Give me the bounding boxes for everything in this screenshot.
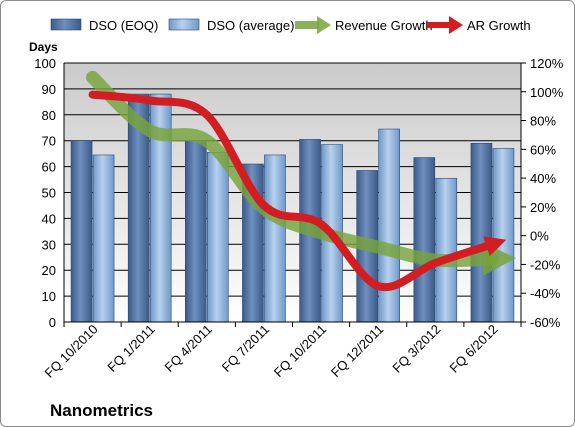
line-ar-growth (88, 90, 507, 292)
y2-tick-label: 0% (530, 229, 549, 244)
y-tick-label: 0 (49, 315, 56, 330)
legend-arrow-ar-growth (449, 16, 463, 34)
bar-dso-eoq- (413, 157, 436, 323)
x-tick-label: FQ 10/2010 (42, 322, 101, 381)
bar-dso-average- (207, 152, 229, 323)
x-tick-label: FQ 10/2011 (271, 322, 329, 380)
legend-label-dso-average-: DSO (average) (207, 18, 294, 33)
legend: DSO (EOQ) DSO (average) Revenue Growth AR G… (50, 16, 531, 34)
growth-lines (86, 70, 517, 292)
y-tick-label: 60 (42, 160, 56, 175)
y2-tick-label: -60% (530, 315, 561, 330)
x-tick-label: FQ 6/2012 (447, 322, 501, 376)
company-name: Nanometrics (50, 401, 153, 420)
bar-dso-eoq- (70, 140, 93, 323)
x-tick-label: FQ 4/2011 (162, 322, 215, 375)
legend-label-revenue-growth: Revenue Growth (335, 18, 433, 33)
bar-dso-average- (264, 154, 286, 323)
legend-arrow-revenue-growth (317, 16, 331, 34)
y2-tick-label: 80% (530, 114, 556, 129)
y2-tick-label: 120% (530, 56, 564, 71)
y2-tick-label: -40% (530, 286, 561, 301)
legend-label-dso-eoq-: DSO (EOQ) (89, 18, 158, 33)
y-tick-label: 90 (42, 82, 56, 97)
y-tick-label: 70 (42, 134, 56, 149)
bar-dso-average- (492, 148, 515, 323)
y2-tick-label: 40% (530, 171, 556, 186)
bar-dso-average- (435, 177, 458, 323)
y-tick-label: 30 (42, 237, 56, 252)
x-tick-label: FQ 1/2011 (104, 322, 157, 375)
bar-dso-average- (378, 128, 400, 323)
y-tick-label: 20 (42, 263, 56, 278)
y2-tick-label: 100% (530, 85, 564, 100)
x-tick-label: FQ 7/2011 (219, 322, 272, 375)
legend-label-ar-growth: AR Growth (467, 18, 531, 33)
bar-dso-average- (92, 154, 115, 323)
y2-tick-label: 20% (530, 200, 556, 215)
y-tick-label: 80 (42, 108, 56, 123)
legend-swatch-dso-average- (168, 18, 200, 31)
y-tick-label: 100 (34, 56, 56, 71)
bar-dso-eoq- (470, 142, 493, 323)
x-tick-label: FQ 12/2011 (328, 322, 386, 380)
y-axis-unit-label: Days (29, 40, 58, 54)
y-tick-label: 50 (42, 186, 56, 201)
y-tick-label: 40 (42, 211, 56, 226)
y2-tick-label: 60% (530, 142, 556, 157)
x-tick-label: FQ 3/2012 (389, 322, 443, 376)
bar-dso-eoq- (185, 140, 207, 323)
y2-tick-label: -20% (530, 257, 561, 272)
legend-swatch-dso-eoq- (50, 18, 82, 31)
y-tick-label: 10 (42, 289, 56, 304)
